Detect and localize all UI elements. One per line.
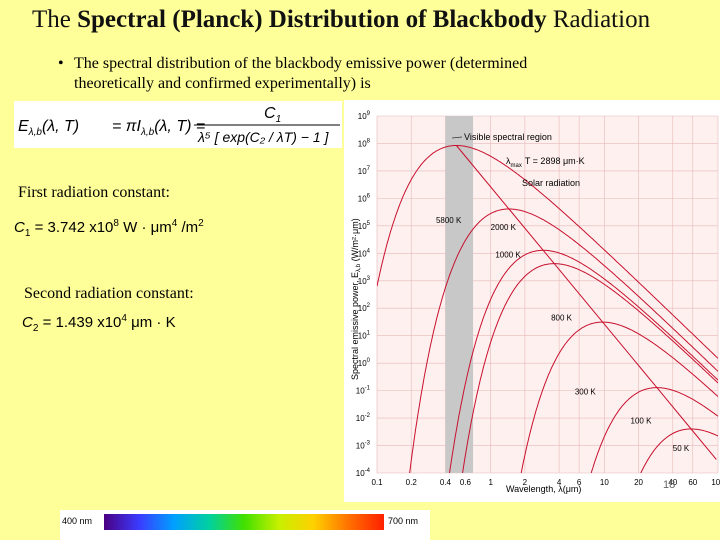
visible-region-annotation: Visible spectral region <box>464 132 552 142</box>
x-axis-label: Wavelength, λ(μm) <box>506 484 581 494</box>
page-number: 18 <box>663 479 676 491</box>
series-label-800-K: 800 K <box>551 314 573 323</box>
c1-symbol: C <box>14 219 25 236</box>
c2-value: = 1.439 x10 <box>38 314 122 331</box>
y-tick-label: 103 <box>358 276 371 286</box>
title-suffix: Radiation <box>546 6 651 33</box>
y-tick-label: 102 <box>358 303 371 313</box>
planck-equation-svg: Eλ,b(λ, T) = πIλ,b(λ, T) = C1 λ⁵ [ exp(C… <box>18 105 340 145</box>
y-tick-label: 101 <box>358 331 371 341</box>
curve-5800-K <box>377 145 718 359</box>
c2-symbol: C <box>22 314 33 331</box>
c1-unit-exp2: 2 <box>198 218 204 229</box>
eq-denominator: λ⁵ [ exp(C₂ / λT) − 1 ] <box>197 129 330 145</box>
series-label-50-K: 50 K <box>673 444 690 453</box>
series-labels: 5800 K 2000 K 1000 K 800 K 300 K 100 K 50 K <box>436 216 690 453</box>
x-tick-label: 10 <box>600 478 609 487</box>
curve-50-K <box>640 428 718 473</box>
eq-numerator: C1 <box>264 105 281 125</box>
slide-title: The Spectral (Planck) Distribution of Bl… <box>32 6 720 34</box>
c2-unit: μm · K <box>126 314 176 331</box>
y-tick-label: 10-1 <box>356 386 371 396</box>
bullet-line-2: theoretically and confirmed experimental… <box>74 75 371 92</box>
y-axis-label: Spectral emissive power, Eλ,b (W/m²·μm) <box>350 218 362 380</box>
y-tick-label: 104 <box>358 248 371 258</box>
c1-sub: 1 <box>24 228 31 239</box>
y-tick-label: 10-3 <box>356 441 371 451</box>
x-tick-label: 20 <box>634 478 643 487</box>
curve-2000-K <box>409 208 718 473</box>
x-tick-label: 2 <box>523 478 528 487</box>
grid-lines <box>376 115 719 474</box>
spectrum-gradient <box>104 514 384 530</box>
curve-300-K <box>520 321 718 473</box>
y-tick-label: 105 <box>358 221 371 231</box>
series-label-1000-K: 1000 K <box>495 250 521 259</box>
curve-100-K <box>590 387 718 473</box>
y-tick-label: 100 <box>358 358 371 368</box>
x-tick-label: 60 <box>688 478 697 487</box>
bullet-dot-icon: • <box>58 55 64 72</box>
x-tick-label: 0.2 <box>406 478 418 487</box>
second-constant-label: Second radiation constant: <box>24 285 194 302</box>
x-tick-label: 100 <box>711 478 720 487</box>
y-tick-label: 10-4 <box>356 468 371 478</box>
c1-unit-exp: 4 <box>171 218 178 229</box>
curve-1000-K <box>448 249 718 473</box>
first-constant-value: C1 = 3.742 x108 W · μm4 /m2 <box>14 218 204 239</box>
c1-value: = 3.742 x10 <box>30 219 114 236</box>
series-label-300-K: 300 K <box>575 388 597 397</box>
series-label-2000-K: 2000 K <box>491 223 517 232</box>
title-prefix: The <box>32 6 78 33</box>
c2-exp: 4 <box>121 313 127 324</box>
title-bold: Spectral (Planck) Distribution of Blackb… <box>77 6 547 33</box>
visible-spectrum-strip: 400 nm 700 nm <box>60 510 430 540</box>
curve-800-K <box>462 263 718 473</box>
planck-chart-svg: 10910810710610510410310210110010-110-210… <box>350 111 720 494</box>
y-tick-label: 10-2 <box>356 413 371 423</box>
planck-chart: 109 108 107 106 105 104 103 102 101 100 10-1 10-2 10… <box>344 100 720 502</box>
x-tick-label: 0.4 <box>440 478 452 487</box>
x-tick-label: 6 <box>577 478 582 487</box>
bullet-line-1: The spectral distribution of the blackbo… <box>74 55 528 72</box>
y-tick-label: 108 <box>358 138 371 148</box>
c2-sub: 2 <box>32 323 39 334</box>
series-label-5800-K: 5800 K <box>436 216 462 225</box>
wien-annotation: λmax T = 2898 μm·K <box>506 156 585 169</box>
planck-equation: Eλ,b(λ, T) = πIλ,b(λ, T) = C1 λ⁵ [ exp(C… <box>14 101 342 148</box>
series-label-100-K: 100 K <box>631 417 653 426</box>
eq-lhs: Eλ,b(λ, T) <box>18 118 79 138</box>
eq-mid: = πIλ,b(λ, T) = <box>112 118 205 138</box>
y-tick-label: 109 <box>358 111 371 121</box>
spectrum-400nm-label: 400 nm <box>62 516 93 526</box>
wien-displacement-line <box>456 145 717 460</box>
plot-area <box>377 116 718 473</box>
second-constant-value: C2 = 1.439 x104 μm · K <box>22 313 176 334</box>
solar-annotation: Solar radiation <box>522 178 580 188</box>
y-tick-labels: 109 108 107 106 105 104 103 102 101 100 10-1 10-2 10… <box>356 111 371 478</box>
visible-region-pointer <box>451 136 463 139</box>
c1-unit-b: /m <box>177 219 199 236</box>
y-tick-label: 106 <box>358 193 371 203</box>
visible-region-band <box>445 116 474 473</box>
y-tick-label: 107 <box>358 166 371 176</box>
x-tick-label: 0.6 <box>460 478 472 487</box>
c1-unit-a: W · μm <box>118 219 172 236</box>
x-tick-label: 4 <box>557 478 562 487</box>
x-tick-label: 40 <box>668 478 677 487</box>
c1-exp: 8 <box>113 218 119 229</box>
x-tick-labels: 0.1 0.2 0.4 0.6 1 2 4 6 10 20 40 60 100 <box>371 478 720 487</box>
bullet-point: • The spectral distribution of the black… <box>58 54 618 94</box>
x-tick-label: 1 <box>488 478 493 487</box>
x-tick-label: 0.1 <box>371 478 383 487</box>
curves-group <box>377 145 718 473</box>
first-constant-label: First radiation constant: <box>18 184 170 201</box>
spectrum-700nm-label: 700 nm <box>388 516 419 526</box>
